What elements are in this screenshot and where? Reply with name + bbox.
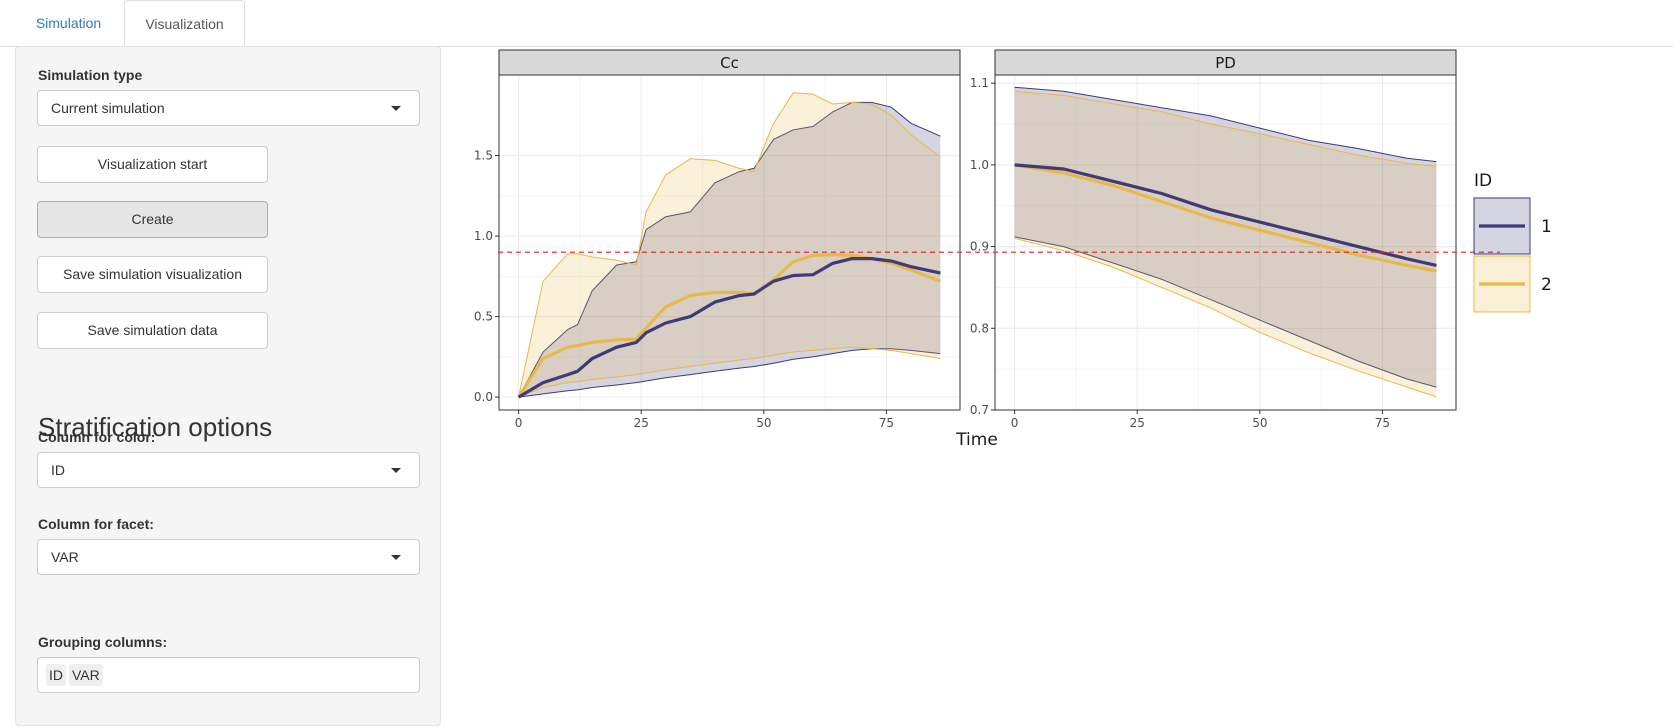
legend-title: ID bbox=[1474, 171, 1492, 191]
grouping-columns-input[interactable]: ID VAR bbox=[37, 657, 420, 693]
y-tick-label: 1.1 bbox=[970, 76, 989, 90]
x-tick-label: 0 bbox=[515, 416, 523, 430]
color-column-value: ID bbox=[51, 462, 65, 478]
save-visualization-button[interactable]: Save simulation visualization bbox=[37, 256, 268, 293]
data-layer bbox=[517, 92, 941, 399]
lower-bound-id-1 bbox=[518, 348, 941, 398]
upper-bound-id-1 bbox=[1014, 86, 1437, 163]
y-tick-label: 0.7 bbox=[970, 403, 989, 417]
y-tick-label: 0.8 bbox=[970, 321, 989, 335]
panel-border bbox=[994, 74, 1457, 411]
facet-column-select[interactable]: VAR bbox=[37, 539, 420, 575]
y-tick-label: 1.5 bbox=[474, 149, 493, 163]
facet-strip bbox=[994, 49, 1457, 76]
y-tick-label: 0.9 bbox=[970, 240, 989, 254]
lower-bound-id-1 bbox=[1014, 236, 1437, 388]
median-line-id-2 bbox=[1014, 163, 1437, 273]
ribbon-id-2 bbox=[1014, 91, 1437, 397]
legend-label-1: 1 bbox=[1541, 217, 1552, 237]
simulation-plot: Cc 0 25 50 75 0.0 0.5 1.0 1.5 PD 0 25 50 75 0.7 0.8 0.9 1… bbox=[474, 49, 1552, 450]
lower-bound-id-2 bbox=[518, 346, 941, 398]
facet-column-value: VAR bbox=[51, 549, 79, 565]
x-tick-label: 75 bbox=[879, 416, 894, 430]
x-tick-label: 50 bbox=[756, 416, 771, 430]
sidebar-panel: Simulation type Current simulation Visua… bbox=[15, 46, 441, 726]
grouping-columns-label: Grouping columns: bbox=[38, 634, 168, 650]
grouping-chip-var[interactable]: VAR bbox=[69, 664, 103, 686]
facet-panel-cc: Cc 0 25 50 75 0.0 0.5 1.0 1.5 bbox=[474, 49, 961, 430]
y-tick-label: 0.0 bbox=[474, 390, 493, 404]
upper-bound-id-2 bbox=[518, 92, 941, 398]
chevron-down-icon bbox=[391, 468, 401, 473]
color-column-label: Column for color: bbox=[38, 429, 156, 445]
x-axis-title: Time bbox=[955, 430, 998, 450]
x-tick-label: 50 bbox=[1252, 416, 1267, 430]
ribbon-id-1 bbox=[1014, 87, 1437, 388]
x-tick-label: 25 bbox=[1130, 416, 1145, 430]
facet-panel-pd: PD 0 25 50 75 0.7 0.8 0.9 1.0 1.1 bbox=[970, 49, 1457, 430]
lower-bound-id-2 bbox=[1014, 237, 1437, 398]
simulation-type-label: Simulation type bbox=[38, 67, 143, 83]
legend-label-2: 2 bbox=[1541, 275, 1552, 295]
facet-strip bbox=[498, 49, 961, 76]
simulation-type-value: Current simulation bbox=[51, 100, 165, 116]
simulation-type-select[interactable]: Current simulation bbox=[37, 90, 420, 126]
tab-visualization[interactable]: Visualization bbox=[124, 0, 245, 47]
panel-background bbox=[995, 75, 1456, 410]
median-line-id-1 bbox=[517, 257, 941, 399]
chevron-down-icon bbox=[391, 106, 401, 111]
upper-bound-id-1 bbox=[518, 101, 941, 398]
ribbon-id-2 bbox=[518, 92, 941, 398]
facet-strip-label: PD bbox=[1215, 54, 1236, 72]
facet-strip-label: Cc bbox=[720, 54, 739, 72]
y-tick-label: 0.5 bbox=[474, 310, 493, 324]
panel-border bbox=[498, 74, 961, 411]
y-tick-label: 1.0 bbox=[474, 229, 493, 243]
grouping-chip-id[interactable]: ID bbox=[46, 664, 66, 686]
stratification-title: Stratification options bbox=[38, 412, 273, 442]
x-tick-label: 25 bbox=[634, 416, 649, 430]
tab-simulation[interactable]: Simulation bbox=[35, 15, 102, 31]
ribbon-id-1 bbox=[518, 102, 941, 398]
tab-bar: Simulation Visualization bbox=[0, 0, 1673, 47]
x-tick-label: 0 bbox=[1011, 416, 1019, 430]
visualization-start-button[interactable]: Visualization start bbox=[37, 146, 268, 183]
save-data-button[interactable]: Save simulation data bbox=[37, 312, 268, 349]
chevron-down-icon bbox=[391, 555, 401, 560]
facet-column-label: Column for facet: bbox=[38, 516, 154, 532]
create-button[interactable]: Create bbox=[37, 201, 268, 238]
upper-bound-id-2 bbox=[1014, 90, 1437, 167]
y-tick-label: 1.0 bbox=[970, 158, 989, 172]
x-tick-label: 75 bbox=[1375, 416, 1390, 430]
panel-background bbox=[499, 75, 960, 410]
color-column-select[interactable]: ID bbox=[37, 452, 420, 488]
